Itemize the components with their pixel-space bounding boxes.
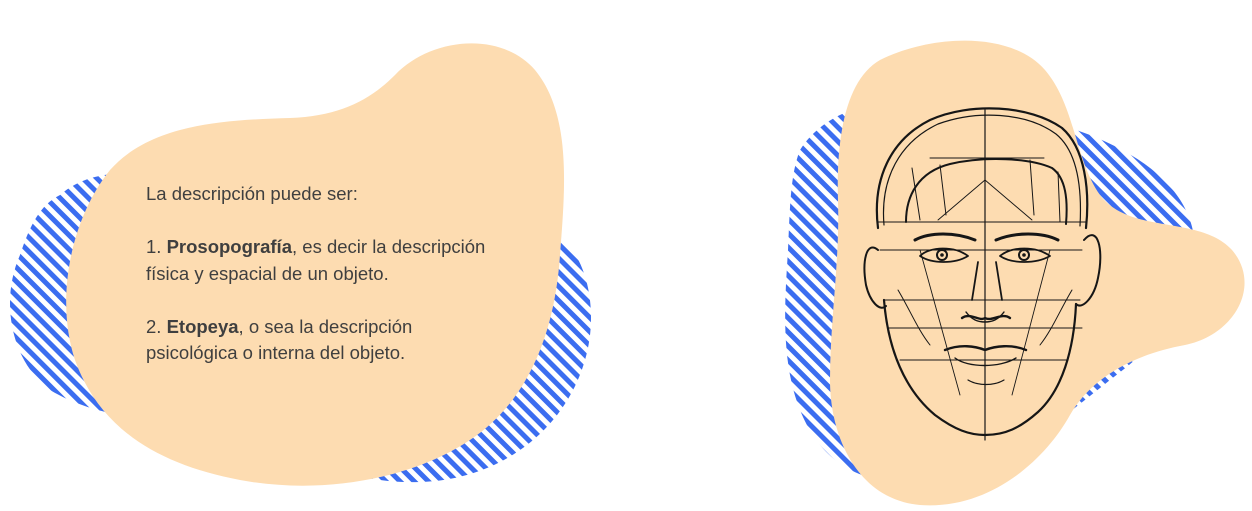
intro-line: La descripción puede ser: (146, 183, 358, 204)
item1-rest: , es decir la descripción física y espac… (146, 236, 486, 284)
item-prosopografia: 1. Prosopografía, es decir la descripció… (146, 234, 506, 287)
item1-term: Prosopografía (166, 236, 292, 257)
right-eye (999, 247, 1051, 263)
item1-number: 1. (146, 236, 167, 257)
face-sketch-icon (863, 107, 1102, 441)
head-outline (875, 107, 1089, 230)
item2-rest: , o sea la descripción psicológica o int… (146, 315, 413, 364)
nose (971, 261, 1003, 301)
item2-number: 2. (146, 315, 167, 337)
right-ear (1075, 234, 1102, 307)
guide-lines (877, 157, 1087, 361)
mouth (943, 345, 1028, 352)
head-outline-inner (882, 114, 1082, 227)
left-ear (863, 246, 887, 309)
left-eye (919, 247, 969, 263)
left-peach-blob (66, 43, 565, 486)
item-etopeya: 2. Etopeya, o sea la descripción psicoló… (146, 314, 506, 367)
right-eyebrow (994, 232, 1060, 242)
item2-term: Etopeya (166, 315, 239, 337)
right-peach-blob (830, 40, 1245, 506)
description-text-block: La descripción puede ser: 1. Prosopograf… (146, 181, 506, 367)
left-eyebrow (913, 232, 977, 242)
